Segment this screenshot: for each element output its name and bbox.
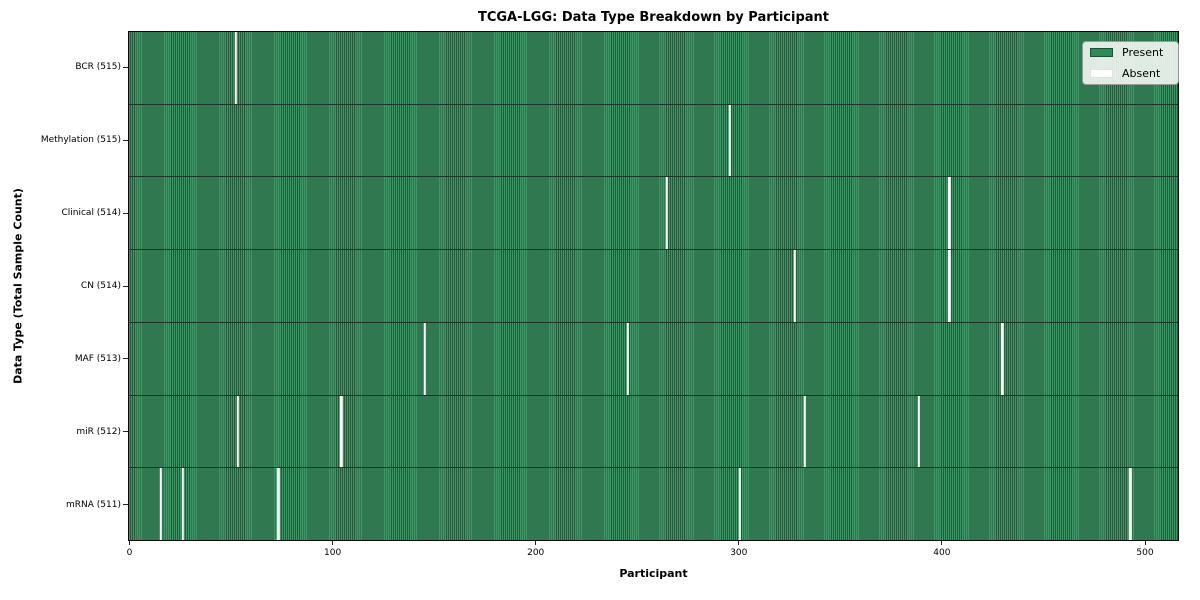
- y-tick-label: Clinical (514): [61, 208, 121, 219]
- absent-marker: [423, 322, 426, 395]
- y-tick-mark: [123, 212, 128, 214]
- absent-marker: [665, 177, 668, 250]
- x-tick-mark: [941, 541, 943, 545]
- heatmap-row-mrna: [129, 468, 1178, 541]
- absent-marker: [1129, 468, 1132, 541]
- legend-present-swatch: [1090, 48, 1113, 57]
- y-tick-mark: [123, 504, 128, 506]
- legend-item-present: Present: [1090, 47, 1171, 58]
- heatmap-row-clinical: [129, 177, 1178, 251]
- absent-marker: [948, 177, 951, 250]
- y-tick-label: miR (512): [76, 426, 121, 437]
- plot-area: [128, 31, 1179, 541]
- y-tick-label: MAF (513): [74, 353, 121, 364]
- x-tick-mark: [129, 541, 130, 545]
- x-tick-mark: [332, 541, 334, 545]
- x-tick-mark: [535, 541, 537, 545]
- x-tick-label: 400: [933, 548, 951, 558]
- heatmap-row-cn: [129, 250, 1178, 323]
- absent-marker: [728, 104, 731, 177]
- x-tick-label: 500: [1136, 548, 1154, 558]
- x-tick-label: 100: [324, 548, 342, 558]
- absent-marker: [277, 468, 280, 541]
- y-tick-label: BCR (515): [75, 62, 121, 73]
- legend-absent-label: Absent: [1122, 67, 1161, 80]
- absent-marker: [236, 395, 239, 468]
- absent-marker: [738, 468, 742, 541]
- absent-marker: [340, 395, 343, 468]
- legend-item-absent: Absent: [1090, 68, 1171, 79]
- absent-marker: [1000, 322, 1004, 395]
- y-tick-mark: [123, 358, 128, 360]
- chart-title: TCGA-LGG: Data Type Breakdown by Partici…: [477, 10, 830, 25]
- y-tick-label: CN (514): [80, 281, 121, 291]
- x-tick-mark: [738, 541, 740, 545]
- y-tick-mark: [123, 66, 128, 68]
- absent-marker: [917, 395, 920, 468]
- y-tick-mark: [123, 431, 128, 433]
- y-tick-label: Methylation (515): [40, 135, 121, 146]
- x-axis-label: Participant: [619, 567, 688, 580]
- x-tick-label: 200: [527, 548, 545, 558]
- absent-marker: [181, 468, 185, 541]
- absent-marker: [159, 468, 162, 541]
- y-tick-mark: [123, 285, 128, 287]
- heatmap-row-maf: [129, 322, 1178, 396]
- absent-marker: [948, 250, 951, 322]
- legend-present-label: Present: [1122, 46, 1164, 59]
- heatmap-row-mir: [129, 395, 1178, 469]
- legend: Present Absent: [1082, 41, 1179, 85]
- y-tick-label: mRNA (511): [66, 499, 121, 510]
- x-tick-label: 0: [126, 548, 133, 558]
- absent-marker: [793, 250, 796, 322]
- absent-marker: [626, 322, 630, 395]
- heatmap-row-methylation: [129, 104, 1178, 178]
- y-tick-mark: [123, 139, 128, 141]
- absent-marker: [803, 395, 807, 468]
- heatmap-row-bcr: [129, 32, 1178, 105]
- absent-marker: [234, 32, 237, 104]
- x-tick-label: 300: [730, 548, 748, 558]
- legend-absent-swatch: [1090, 69, 1113, 78]
- x-tick-mark: [1144, 541, 1146, 545]
